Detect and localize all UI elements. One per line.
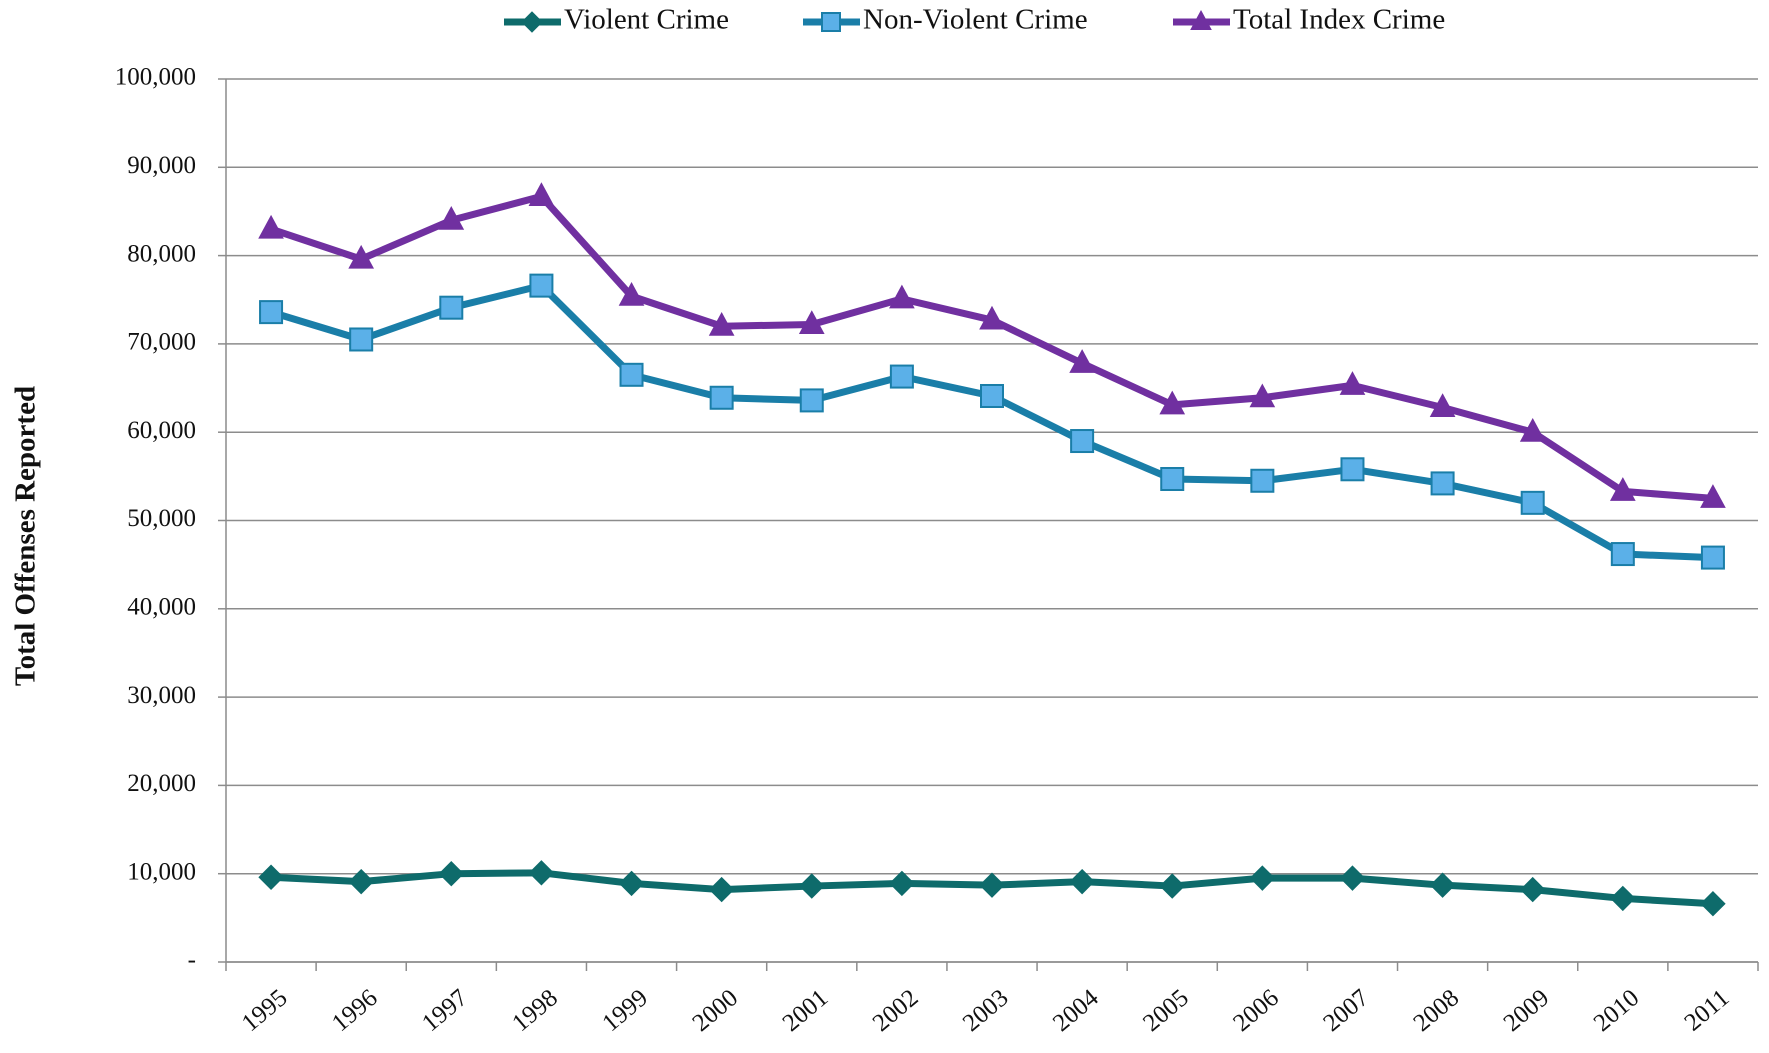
data-point bbox=[618, 281, 645, 306]
data-point bbox=[1700, 484, 1726, 508]
data-point bbox=[1700, 891, 1726, 917]
legend-label: Total Index Crime bbox=[1233, 4, 1445, 36]
data-point bbox=[528, 860, 555, 886]
data-point bbox=[889, 284, 915, 309]
data-point bbox=[1340, 457, 1365, 482]
data-point bbox=[348, 868, 374, 895]
data-point bbox=[528, 182, 555, 206]
data-point bbox=[1700, 545, 1725, 570]
data-point bbox=[889, 870, 915, 897]
legend-label: Violent Crime bbox=[564, 4, 729, 36]
data-point bbox=[708, 311, 735, 336]
data-point bbox=[1069, 349, 1095, 373]
y-tick-label: 30,000 bbox=[127, 682, 196, 709]
data-point bbox=[1429, 393, 1456, 417]
data-point bbox=[1159, 390, 1186, 415]
legend-marker bbox=[1190, 9, 1212, 30]
data-point bbox=[798, 310, 825, 334]
data-point bbox=[349, 327, 374, 352]
data-point bbox=[618, 870, 645, 897]
data-point bbox=[979, 872, 1005, 898]
data-point bbox=[708, 876, 735, 903]
data-point bbox=[619, 362, 644, 387]
data-point bbox=[799, 873, 825, 899]
data-point bbox=[258, 864, 284, 890]
data-point bbox=[1069, 868, 1095, 895]
data-point bbox=[1519, 417, 1546, 442]
y-tick-label: 20,000 bbox=[127, 770, 196, 797]
data-point bbox=[1610, 885, 1636, 912]
data-point bbox=[529, 273, 554, 298]
data-point bbox=[1520, 490, 1545, 515]
data-point bbox=[1519, 876, 1546, 903]
y-tick-label: - bbox=[188, 947, 196, 974]
y-tick-label: 90,000 bbox=[127, 152, 196, 179]
data-point bbox=[1339, 371, 1366, 395]
data-point bbox=[979, 305, 1005, 330]
data-point bbox=[439, 295, 464, 320]
data-point bbox=[709, 385, 734, 410]
data-point bbox=[1160, 466, 1185, 491]
data-point bbox=[1249, 865, 1276, 891]
data-point bbox=[799, 388, 824, 413]
data-point bbox=[1609, 477, 1636, 501]
data-point bbox=[1070, 429, 1095, 454]
data-point bbox=[438, 206, 465, 230]
data-point bbox=[1610, 542, 1635, 567]
legend-label: Non-Violent Crime bbox=[863, 4, 1088, 36]
data-point bbox=[259, 300, 284, 325]
data-point bbox=[1250, 468, 1275, 493]
y-tick-label: 100,000 bbox=[115, 64, 196, 91]
legend-marker bbox=[821, 12, 841, 32]
y-tick-label: 40,000 bbox=[127, 594, 196, 621]
data-point bbox=[438, 860, 465, 887]
data-point bbox=[1339, 865, 1366, 891]
legend-marker bbox=[521, 11, 543, 33]
data-point bbox=[1159, 873, 1185, 899]
data-point bbox=[1249, 383, 1276, 408]
data-point bbox=[980, 383, 1004, 408]
y-tick-label: 50,000 bbox=[127, 505, 196, 532]
data-point bbox=[889, 364, 914, 389]
y-tick-label: 70,000 bbox=[127, 329, 196, 356]
y-axis-title: Total Offenses Reported bbox=[10, 386, 42, 686]
y-tick-label: 60,000 bbox=[127, 417, 196, 444]
y-tick-label: 80,000 bbox=[127, 240, 196, 267]
y-tick-label: 10,000 bbox=[127, 858, 196, 885]
data-point bbox=[348, 244, 375, 269]
data-point bbox=[1430, 471, 1455, 496]
data-point bbox=[1429, 872, 1456, 898]
data-point bbox=[258, 214, 284, 239]
